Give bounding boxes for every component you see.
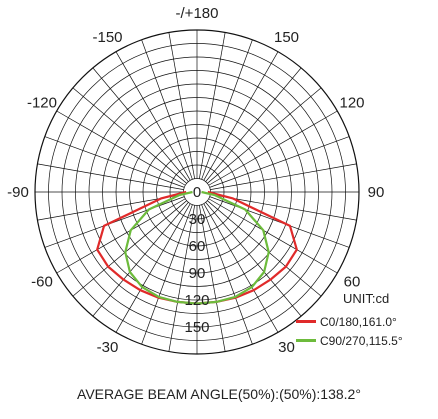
angular-tick-label: -/+180 (176, 5, 219, 22)
radial-tick-label: 90 (189, 265, 206, 282)
angular-tick-label: -150 (92, 29, 122, 46)
beam-angle-footer: AVERAGE BEAM ANGLE(50%):(50%):138.2° (77, 386, 361, 402)
angular-tick-labels: -/+180 150 120 90 60 30 -150 -120 -90 -60 -30 (7, 5, 384, 356)
grid-spoke (56, 198, 186, 274)
grid-spoke (44, 136, 185, 188)
grid-spoke (37, 163, 184, 191)
legend-item-c0: C0/180,161.0° (296, 312, 403, 331)
angular-tick-label: -30 (97, 339, 119, 356)
angular-tick-label: 90 (368, 184, 385, 201)
angular-tick-label: -60 (31, 274, 53, 291)
grid-spoke (207, 87, 322, 184)
grid-spoke (208, 198, 338, 274)
grid-spoke (210, 163, 357, 191)
angular-tick-label: 150 (274, 29, 299, 46)
radial-tick-label: 150 (184, 319, 209, 336)
angular-tick-label: -120 (27, 95, 57, 112)
grid-spoke (207, 200, 322, 297)
angular-tick-label: -90 (7, 184, 29, 201)
radial-tick-label: 0 (193, 184, 201, 201)
legend-item-c90: C90/270,115.5° (296, 331, 403, 350)
radial-tick-label: 60 (189, 238, 206, 255)
grid-spoke (201, 39, 253, 180)
grid-spoke (168, 205, 196, 352)
legend-label-c0: C0/180,161.0° (320, 314, 397, 329)
grid-spoke (92, 67, 189, 182)
series-line-1 (124, 190, 270, 305)
grid-spoke (201, 204, 253, 345)
grid-spoke (168, 32, 196, 179)
grid-spoke (141, 204, 193, 345)
grid-spoke (141, 39, 193, 180)
grid-spoke (115, 51, 191, 181)
grid-spoke (208, 110, 338, 186)
grid-spoke (203, 51, 279, 181)
angular-tick-label: 30 (278, 339, 295, 356)
legend: C0/180,161.0° C90/270,115.5° (296, 312, 403, 350)
angular-tick-label: 120 (340, 95, 365, 112)
grid-spoke (72, 87, 187, 184)
grid-spoke (56, 110, 186, 186)
intensity-curves (96, 190, 298, 305)
grid-spoke (198, 32, 226, 179)
polar-chart: -/+180 150 120 90 60 30 -150 -120 -90 -60 -30 0 30 6… (7, 5, 384, 356)
grid-spoke (198, 205, 226, 352)
legend-swatch-c0 (296, 320, 316, 323)
unit-label: UNIT:cd (343, 291, 390, 306)
angular-tick-label: 60 (344, 274, 361, 291)
grid-spoke (209, 136, 350, 188)
legend-swatch-c90 (296, 339, 316, 342)
radial-tick-label: 120 (184, 292, 209, 309)
radial-tick-label: 30 (189, 211, 206, 228)
grid-spoke (115, 203, 191, 333)
grid-spoke (72, 200, 187, 297)
grid-spoke (205, 202, 302, 317)
grid-spoke (203, 203, 279, 333)
radial-tick-labels: 0 30 60 90 120 150 (184, 184, 209, 336)
grid-spoke (92, 202, 189, 317)
grid-spoke (205, 67, 302, 182)
polar-grid (34, 29, 360, 355)
legend-label-c90: C90/270,115.5° (320, 333, 403, 348)
